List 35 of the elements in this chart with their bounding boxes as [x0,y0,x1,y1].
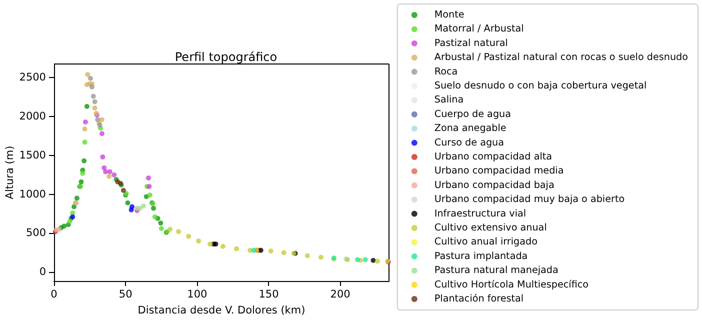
legend-label: Urbano compacidad muy baja o abierto [434,194,625,206]
x-tick-label: 50 [118,288,132,300]
legend-label: Infraestructura vial [434,208,526,220]
legend-label: Pastura implantada [434,250,528,262]
legend-label: Cultivo extensivo anual [434,222,547,234]
legend-label: Monte [434,10,464,20]
legend-label: Urbano compacidad media [434,166,564,177]
legend-label: Urbano compacidad baja [434,180,554,191]
y-axis-title: Altura (m) [4,146,16,200]
legend-label: Pastura natural manejada [434,265,558,276]
legend-label: Matorral / Arbustal [434,24,524,35]
y-tick-label: 1500 [19,149,46,162]
x-tick-label: 0 [50,288,58,300]
x-tick-label: 150 [258,288,279,300]
x-axis-title: Distancia desde V. Dolores (km) [138,304,306,316]
legend-label: Zona anegable [434,123,506,134]
legend-label: Cultivo anual irrigado [434,236,538,248]
y-tick-label: 2000 [19,110,46,122]
legend-label: Roca [434,66,458,78]
legend-label: Salina [434,94,464,106]
y-tick-label: 2500 [19,72,46,84]
legend-label: Cultivo Hortícola Multiespecífico [434,279,589,290]
legend-label: Cuerpo de agua [434,108,511,120]
chart-title: Perfil topográfico [174,50,278,64]
y-tick-label: 500 [26,227,46,240]
legend-label: Plantación forestal [434,294,524,304]
x-tick-label: 100 [187,288,208,300]
legend-label: Pastizal natural [434,38,508,49]
legend-label: Suelo desnudo o con baja cobertura vegetal [434,80,647,92]
y-tick-label: 0 [39,266,46,278]
y-tick-label: 1000 [19,188,46,200]
x-tick-label: 200 [330,288,350,300]
legend-label: Arbustal / Pastizal natural con rocas o suelo desnudo [434,52,688,64]
legend-label: Curso de agua [434,137,504,148]
legend-label: Urbano compacidad alta [434,152,552,162]
